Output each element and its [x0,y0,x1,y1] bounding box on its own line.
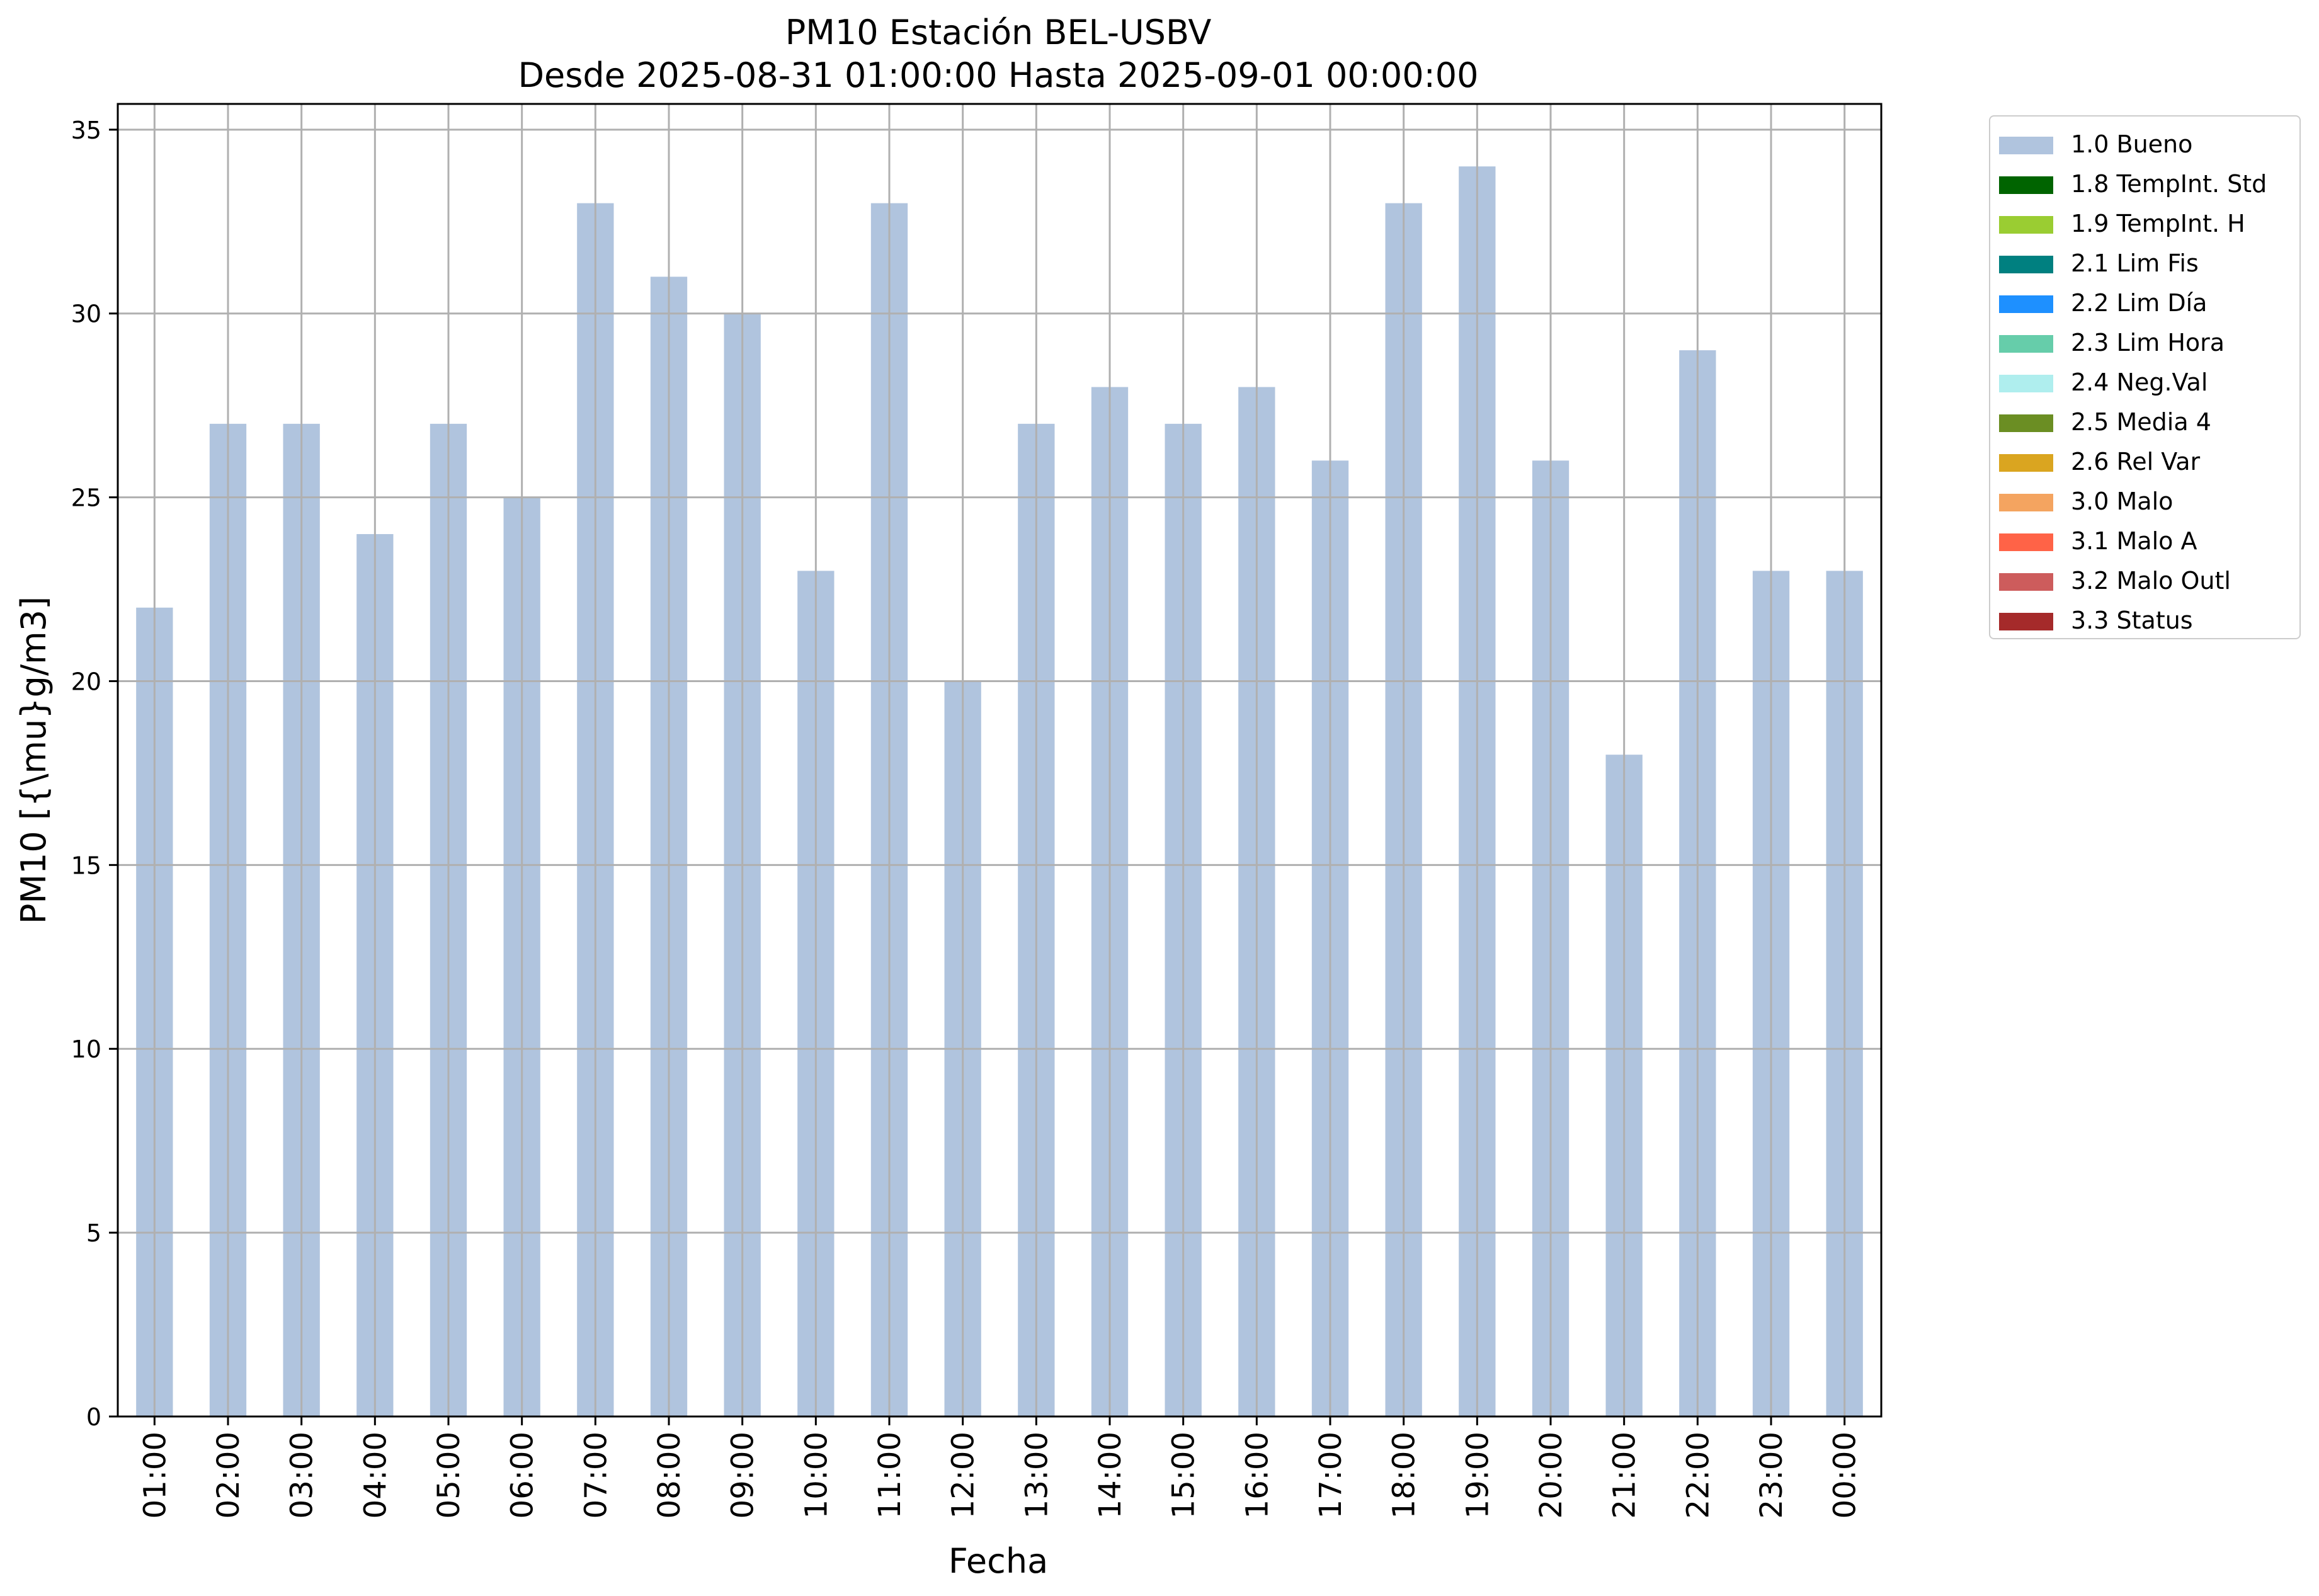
x-tick-label: 09:00 [726,1432,761,1519]
y-tick-label: 35 [71,117,101,144]
x-tick-label: 02:00 [211,1432,246,1519]
x-tick-label: 17:00 [1313,1432,1348,1519]
x-tick-label: 21:00 [1607,1432,1643,1519]
legend-item: 2.1 Lim Fis [1990,243,2299,283]
legend-label: 1.9 TempInt. H [2071,210,2245,237]
legend-label: 3.2 Malo Outl [2071,567,2231,595]
legend-item: 3.3 Status [1990,600,2299,640]
y-tick-label: 15 [71,852,101,879]
legend-item: 2.2 Lim Día [1990,283,2299,322]
y-axis-label: PM10 [{\mu}g/m3] [14,596,54,924]
x-axis-ticks: 01:00 02:00 03:00 04:00 05:00 06:00 07:00 08:00… [137,1416,1863,1519]
legend-item: 3.1 Malo A [1990,521,2299,561]
x-tick-label: 11:00 [872,1432,908,1519]
legend-item: 3.0 Malo [1990,481,2299,521]
x-tick-label: 06:00 [505,1432,540,1519]
x-tick-label: 20:00 [1534,1432,1569,1519]
legend-swatch [1999,533,2053,551]
x-tick-label: 18:00 [1387,1432,1422,1519]
legend-label: 2.2 Lim Día [2071,289,2208,317]
legend-item: 2.3 Lim Hora [1990,322,2299,362]
legend-swatch [1999,613,2053,630]
plot-frame [117,103,1883,1418]
legend-item: 3.2 Malo Outl [1990,561,2299,600]
x-tick-label: 08:00 [652,1432,687,1519]
legend-label: 2.6 Rel Var [2071,448,2201,476]
legend-item: 2.6 Rel Var [1990,442,2299,481]
legend-swatch [1999,256,2053,273]
chart-subtitle: Desde 2025-08-31 01:00:00 Hasta 2025-09-… [518,55,1478,95]
chart-title: PM10 Estación BEL-USBV [785,13,1212,52]
y-tick-label: 20 [71,668,101,695]
x-axis-label: Fecha [949,1541,1048,1581]
legend-item: 2.5 Media 4 [1990,402,2299,442]
y-tick-label: 0 [86,1403,101,1431]
x-tick-label: 12:00 [946,1432,981,1519]
legend-swatch [1999,295,2053,313]
legend-item: 2.4 Neg.Val [1990,362,2299,402]
legend-label: 3.1 Malo A [2071,527,2197,555]
legend-label: 2.3 Lim Hora [2071,329,2225,356]
x-tick-label: 13:00 [1019,1432,1054,1519]
x-tick-label: 22:00 [1680,1432,1716,1519]
x-tick-label: 07:00 [578,1432,613,1519]
y-tick-label: 30 [71,300,101,328]
x-tick-label: 16:00 [1239,1432,1275,1519]
legend-label: 2.4 Neg.Val [2071,368,2208,396]
y-tick-label: 25 [71,484,101,512]
legend-label: 1.8 TempInt. Std [2071,170,2267,198]
legend-swatch [1999,176,2053,194]
legend-label: 2.1 Lim Fis [2071,249,2199,277]
x-tick-label: 00:00 [1828,1432,1863,1519]
legend-swatch [1999,335,2053,353]
legend-swatch [1999,494,2053,511]
y-tick-label: 10 [71,1035,101,1063]
legend-item: 1.0 Bueno [1990,124,2299,164]
legend-swatch [1999,454,2053,472]
y-tick-label: 5 [86,1219,101,1247]
legend-swatch [1999,137,2053,154]
x-tick-label: 04:00 [358,1432,393,1519]
legend-swatch [1999,573,2053,591]
x-tick-label: 10:00 [799,1432,834,1519]
x-tick-label: 05:00 [431,1432,467,1519]
legend-label: 3.3 Status [2071,607,2193,634]
legend-label: 1.0 Bueno [2071,130,2193,158]
legend-item: 1.9 TempInt. H [1990,203,2299,243]
x-tick-label: 01:00 [137,1432,173,1519]
legend-swatch [1999,375,2053,392]
x-tick-label: 14:00 [1093,1432,1128,1519]
x-tick-label: 03:00 [285,1432,320,1519]
y-axis-ticks: 0 5 10 15 20 25 30 35 [71,117,118,1431]
legend-swatch [1999,414,2053,432]
legend-swatch [1999,216,2053,234]
legend-label: 3.0 Malo [2071,487,2174,515]
legend-label: 2.5 Media 4 [2071,408,2211,436]
x-tick-label: 19:00 [1460,1432,1495,1519]
bars [118,104,1881,1418]
legend-item: 1.8 TempInt. Std [1990,164,2299,203]
legend: 1.0 Bueno 1.8 TempInt. Std 1.9 TempInt. H 2… [1989,115,2301,639]
x-tick-label: 23:00 [1754,1432,1789,1519]
x-tick-label: 15:00 [1166,1432,1202,1519]
